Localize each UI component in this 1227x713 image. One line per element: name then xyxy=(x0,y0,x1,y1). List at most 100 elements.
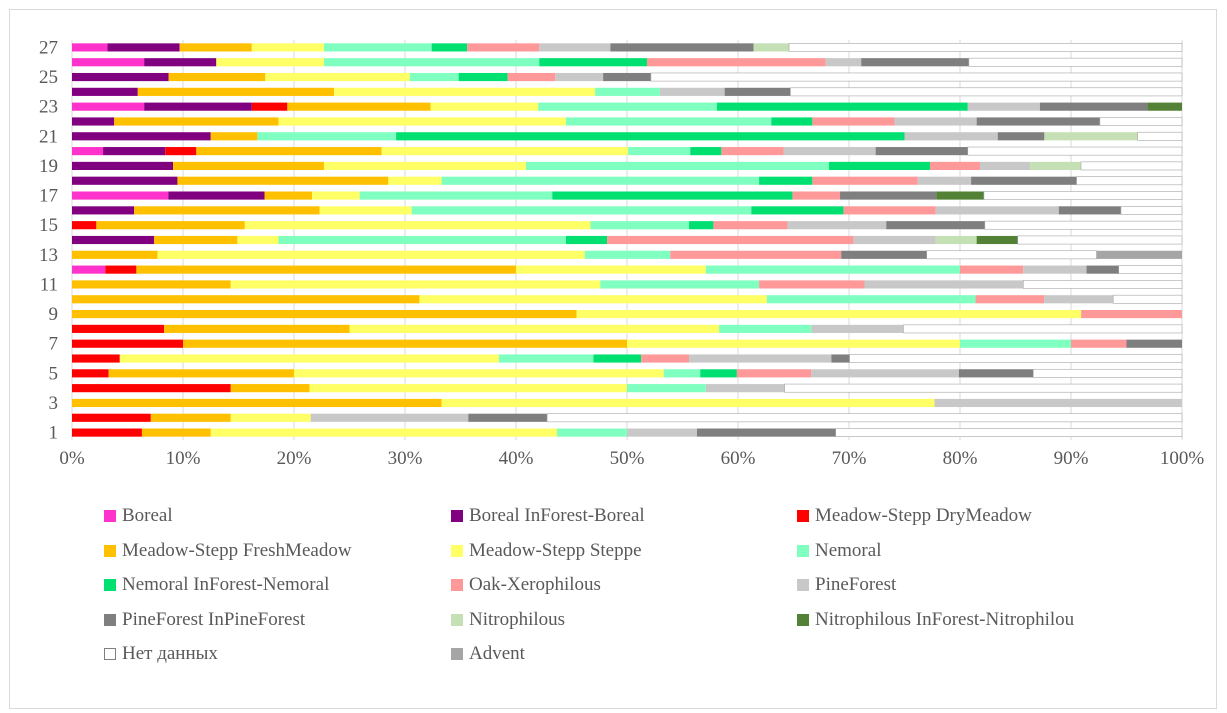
bar-segment xyxy=(177,176,389,185)
bar-segment xyxy=(934,398,1182,408)
bar-segment xyxy=(230,413,311,422)
bar-segment xyxy=(230,384,310,393)
bar-segment xyxy=(72,428,142,437)
y-tick-label: 3 xyxy=(49,393,59,414)
bar-segment xyxy=(323,43,432,52)
bar-segment xyxy=(134,206,320,215)
bar-segment xyxy=(984,220,1183,230)
bar-segment xyxy=(627,384,706,393)
bar-segment xyxy=(713,221,788,230)
bar-segment xyxy=(319,206,412,215)
bar-segment xyxy=(721,147,784,156)
bar-segment xyxy=(441,398,935,408)
bar-segment xyxy=(886,221,985,230)
y-tick-label: 15 xyxy=(39,215,58,236)
bar-segment xyxy=(1086,265,1119,274)
bar-segment xyxy=(936,191,984,200)
bar-segment xyxy=(538,102,717,111)
bar-segment xyxy=(689,221,714,230)
bar-segment xyxy=(359,191,553,200)
bar-segment xyxy=(641,354,690,363)
bar-segment xyxy=(555,72,604,82)
bar-segment xyxy=(103,147,166,156)
bar-segment xyxy=(976,117,1100,126)
bar-segment xyxy=(861,58,969,67)
bar-segment xyxy=(967,146,1183,156)
bar-segment xyxy=(812,176,918,185)
bar-segment xyxy=(287,102,431,111)
bar-segment xyxy=(72,87,138,96)
bar-segment xyxy=(72,206,135,215)
bar-segment xyxy=(72,161,174,170)
bar-segment xyxy=(628,147,691,156)
bar-segment xyxy=(646,58,826,67)
bar-segment xyxy=(210,132,258,141)
bar-segment xyxy=(388,176,442,185)
bar-segment xyxy=(546,413,1183,423)
x-tick-label: 30% xyxy=(388,448,423,469)
bar-segment xyxy=(788,43,1183,52)
bar-segment xyxy=(659,87,725,96)
bar-segment xyxy=(323,58,540,67)
bar-segment xyxy=(419,295,767,304)
bar-segment xyxy=(700,369,737,378)
bar-segment xyxy=(168,191,265,200)
bar-segment xyxy=(381,147,629,156)
bar-segment xyxy=(1032,368,1183,378)
bar-segment xyxy=(72,221,97,230)
bar-segment xyxy=(1096,250,1182,259)
bar-segment xyxy=(265,72,410,82)
bar-segment xyxy=(278,235,566,245)
x-tick-label: 90% xyxy=(1054,448,1089,469)
bar-segment xyxy=(244,221,591,230)
bar-segment xyxy=(926,250,1097,260)
y-tick-label: 27 xyxy=(39,37,58,58)
bar-segment xyxy=(759,176,813,185)
bar-segment xyxy=(278,117,566,126)
bar-segment xyxy=(771,117,813,126)
bar-segment xyxy=(960,265,1024,274)
bar-segment xyxy=(930,161,980,170)
bar-segment xyxy=(431,43,468,52)
bar-segment xyxy=(141,428,211,437)
bar-segment xyxy=(825,58,862,67)
bar-segment xyxy=(835,428,1183,437)
x-tick-label: 100% xyxy=(1160,448,1205,469)
bar-segment xyxy=(917,176,972,185)
x-tick-label: 40% xyxy=(499,448,534,469)
bar-segment xyxy=(811,324,904,333)
x-tick-label: 10% xyxy=(166,448,201,469)
bar-segment xyxy=(72,369,109,378)
bar-segment xyxy=(595,87,660,96)
bar-segment xyxy=(468,413,548,422)
bar-segment xyxy=(154,235,238,245)
bar-segment xyxy=(108,369,294,378)
bar-segment xyxy=(610,43,754,52)
bar-segment xyxy=(72,413,151,422)
bar-segment xyxy=(1023,265,1087,274)
bar-segment xyxy=(144,102,252,111)
bar-segment xyxy=(114,117,279,126)
bar-segment xyxy=(979,161,1030,170)
bar-segment xyxy=(458,72,508,82)
bar-segment xyxy=(1058,206,1121,215)
bar-segment xyxy=(441,176,760,185)
bar-segment xyxy=(565,235,608,245)
bar-segment xyxy=(1044,295,1114,304)
bar-segment xyxy=(600,280,760,289)
bar-segment xyxy=(525,161,830,170)
bar-segment xyxy=(696,428,836,437)
bar-segment xyxy=(971,176,1077,185)
bar-segment xyxy=(603,72,651,82)
x-tick-label: 60% xyxy=(721,448,756,469)
bar-segment xyxy=(72,132,211,141)
bar-segment xyxy=(107,43,180,52)
bar-segment xyxy=(179,43,252,52)
x-tick-label: 20% xyxy=(277,448,312,469)
bar-segment xyxy=(72,354,120,363)
bar-segment xyxy=(498,354,594,363)
bar-segment xyxy=(119,354,499,363)
bar-segment xyxy=(144,58,217,67)
